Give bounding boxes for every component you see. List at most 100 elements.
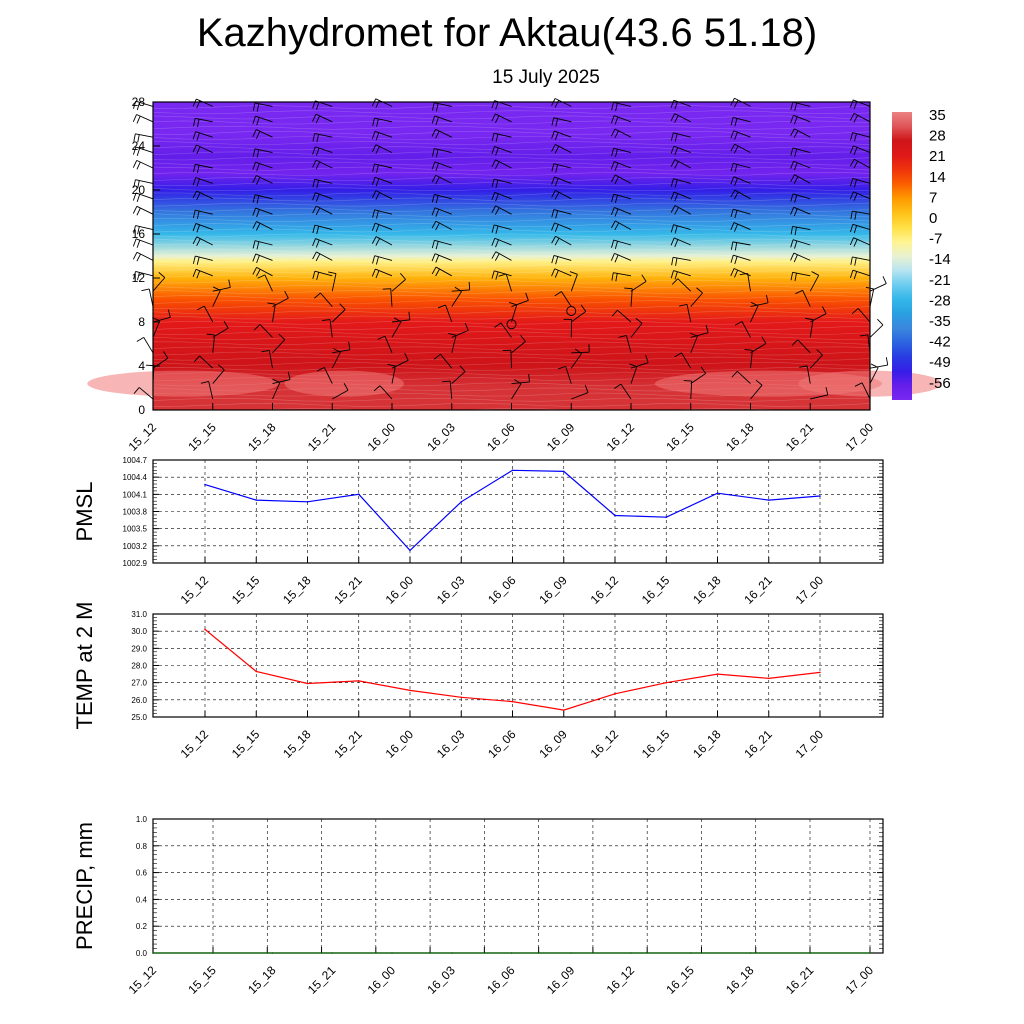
wind-barb-feather <box>853 133 857 142</box>
wind-barb <box>673 224 691 231</box>
wind-barb <box>869 324 884 338</box>
wind-barb <box>138 387 154 400</box>
wind-barb <box>196 236 213 246</box>
data-point <box>819 671 821 674</box>
wind-barb <box>857 308 871 323</box>
wind-barb-feather <box>793 254 798 263</box>
wind-barb <box>212 287 231 292</box>
wind-barb <box>495 113 512 123</box>
y-tick-label: 1004.1 <box>123 490 148 499</box>
wind-barb-feather <box>256 209 260 218</box>
wind-barb <box>212 290 221 307</box>
wind-barb <box>852 178 871 184</box>
wind-barb-feather <box>343 383 349 391</box>
wind-barb <box>375 268 393 277</box>
data-point <box>306 500 309 503</box>
wind-barb <box>570 353 582 369</box>
colorbar-tick-label: 14 <box>929 169 946 186</box>
contour-line <box>152 136 871 140</box>
wind-barb-feather <box>554 146 560 154</box>
y-tick-label: 1003.5 <box>123 525 148 534</box>
wind-barb-feather <box>495 179 499 188</box>
wind-barb <box>500 322 512 338</box>
wind-barb-feather <box>811 271 819 276</box>
x-tick-label: 16_00 <box>383 573 417 607</box>
wind-barb <box>617 309 632 323</box>
wind-barb-feather <box>555 164 559 173</box>
wind-barb <box>793 160 811 169</box>
wind-barb <box>792 147 811 154</box>
contour-line <box>152 197 871 202</box>
pmsl-panel: 1004.7 1004.4 1004.1 1003.8 1003.5 1003.2 1002… <box>72 456 884 607</box>
wind-barb-feather <box>468 281 471 290</box>
wind-barb-feather <box>853 225 858 234</box>
wind-barb <box>374 255 393 261</box>
x-tick-label: 16_15 <box>639 727 673 761</box>
wind-barb-feather <box>551 176 555 185</box>
wind-barb <box>135 146 154 154</box>
colorbar-tick-label: -42 <box>929 334 951 351</box>
wind-barb-feather <box>494 207 500 215</box>
wind-barb <box>254 194 273 200</box>
wind-barb <box>315 146 333 154</box>
wind-barb-feather <box>433 353 441 360</box>
y-tick-label: 16 <box>132 227 146 241</box>
contour-line <box>152 238 871 243</box>
colorbar-tick-label: 0 <box>929 210 937 227</box>
wind-barb <box>434 161 452 169</box>
wind-barb-feather <box>580 304 587 312</box>
wind-barb <box>494 237 512 246</box>
wind-barb <box>733 130 751 138</box>
wind-barb <box>315 113 333 123</box>
y-tick-label: 1002.9 <box>123 559 148 568</box>
wind-barb <box>511 304 518 323</box>
wind-barb <box>806 365 811 384</box>
wind-barb-feather <box>256 241 260 250</box>
wind-barb-feather <box>136 148 141 157</box>
y-tick-label: 1003.2 <box>123 542 148 551</box>
wind-barb-feather <box>555 210 559 219</box>
wind-barb-feather <box>794 227 797 236</box>
contour-line <box>152 325 871 330</box>
wind-barb <box>511 300 529 308</box>
wind-barb <box>613 115 632 123</box>
wind-barb-feather <box>734 256 738 265</box>
wind-barb-feather <box>312 114 317 122</box>
wind-barb-feather <box>794 148 798 157</box>
wind-barb-feather <box>641 274 647 282</box>
wind-barb-feather <box>495 115 500 124</box>
wind-barb-feather <box>790 193 794 202</box>
wind-barb-feather <box>435 176 440 185</box>
wind-barb <box>553 209 572 215</box>
contour-line <box>152 310 871 315</box>
wind-barb-feather <box>610 161 615 170</box>
data-point <box>665 516 668 519</box>
wind-barb-feather <box>733 145 739 154</box>
wind-barb <box>152 357 169 369</box>
contour-line <box>152 141 871 145</box>
wind-barb-feather <box>284 290 289 299</box>
wind-barb <box>554 222 572 231</box>
wind-barb-feather <box>551 130 555 139</box>
wind-barb-feather <box>136 115 141 124</box>
wind-barb-feather <box>611 148 614 157</box>
wind-barb <box>554 268 572 277</box>
wind-barb <box>375 236 393 246</box>
wind-barb-feather <box>252 102 256 111</box>
wind-barb-feather <box>850 178 854 187</box>
wind-barb-feather <box>312 205 317 214</box>
wind-barb-feather <box>882 276 887 284</box>
wind-barb-feather <box>316 226 320 235</box>
wind-barb-feather <box>261 350 270 353</box>
y-tick-label: 1.0 <box>136 815 148 824</box>
wind-barb <box>750 302 769 308</box>
x-tick-label: 16_21 <box>783 963 817 997</box>
y-tick-label: 0 <box>138 403 145 417</box>
wind-barb <box>792 193 811 200</box>
wind-barb-feather <box>734 242 738 251</box>
wind-barb-feather <box>196 178 200 187</box>
data-point <box>460 500 463 503</box>
wind-barb-feather <box>491 146 496 155</box>
wind-barb <box>435 174 452 184</box>
wind-barb <box>802 290 811 307</box>
